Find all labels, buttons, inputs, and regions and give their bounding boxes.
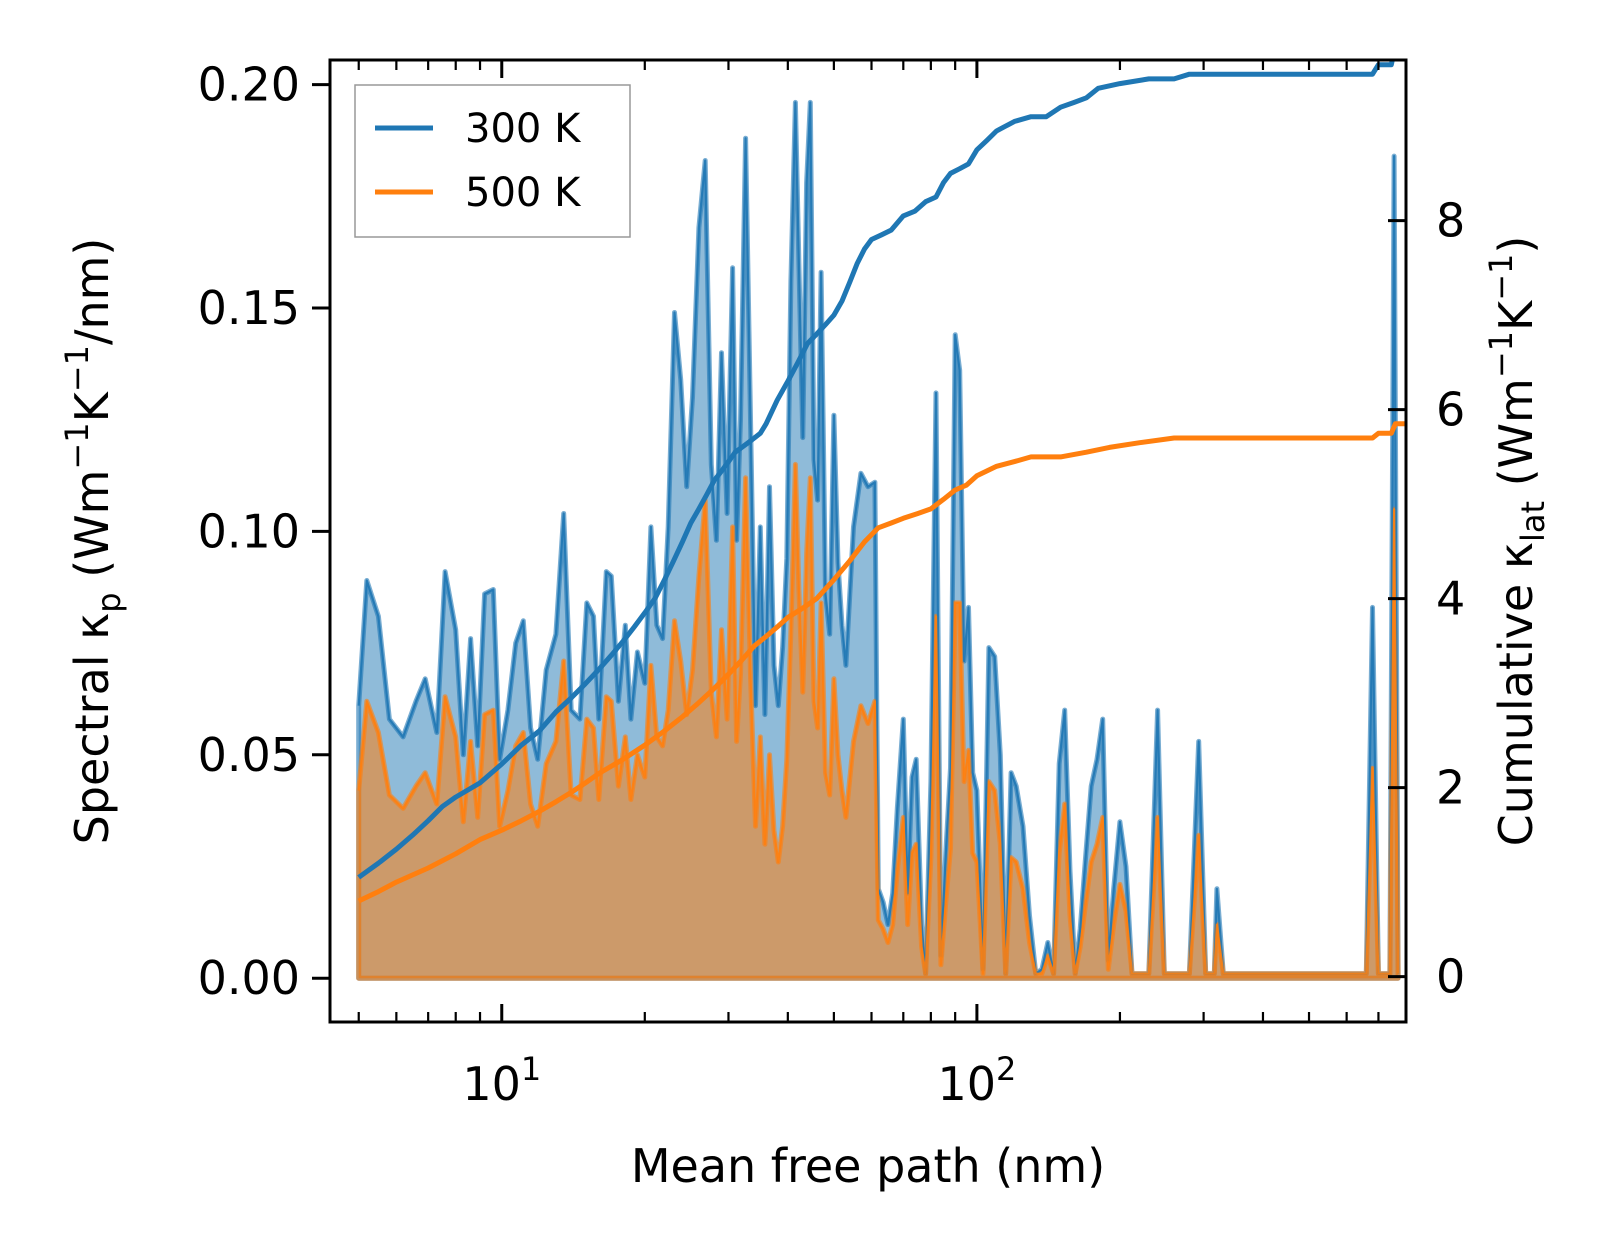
y-right-tick-label: 8: [1436, 194, 1465, 248]
y-right-axis-label: Cumulative κlat (Wm−1K−1): [1482, 236, 1552, 847]
legend: 300 K 500 K: [354, 84, 631, 238]
plot-area: [356, 60, 1406, 981]
legend-label: 500 K: [465, 170, 582, 216]
cumulative-line-500k: [357, 421, 1406, 904]
spectral-line-300k: [357, 101, 1400, 975]
y-left-axis-label: Spectral κp (Wm−1K−1/nm): [58, 238, 128, 845]
cumulative-line-300k: [357, 60, 1395, 880]
axes-frame: [328, 58, 1408, 1024]
x-tick-label: 102: [937, 1050, 1016, 1111]
y-right-tick-label: 2: [1436, 761, 1465, 815]
plot-content: [356, 60, 1406, 981]
y-right-tick-label: 4: [1436, 572, 1465, 626]
axes: 101 102 0.00 0.05 0.10 0.15 0.20 0 2 4 6 8 Mean free…: [58, 58, 1552, 1193]
y-right-tick-label: 6: [1436, 383, 1465, 437]
y-left-tick-label: 0.05: [198, 728, 300, 782]
x-axis-label: Mean free path (nm): [631, 1139, 1105, 1193]
y-left-tick-label: 0.10: [198, 504, 300, 558]
x-tick-label: 101: [462, 1050, 541, 1111]
legend-label: 300 K: [465, 106, 582, 152]
y-left-tick-label: 0.15: [198, 281, 300, 335]
legend-box: [354, 84, 631, 238]
spectral-line-500k: [357, 463, 1400, 975]
y-left-tick-label: 0.00: [198, 951, 300, 1005]
y-left-tick-label: 0.20: [198, 58, 300, 112]
y-right-tick-label: 0: [1436, 950, 1465, 1004]
